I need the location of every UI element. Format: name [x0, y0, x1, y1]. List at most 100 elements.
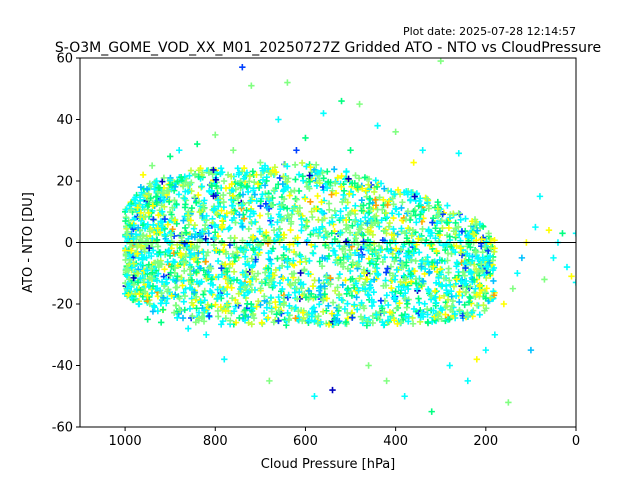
- scatter-point: [382, 209, 390, 217]
- scatter-point: [148, 252, 155, 260]
- scatter-point: [195, 167, 203, 174]
- scatter-point: [229, 260, 236, 268]
- scatter-point: [342, 238, 350, 245]
- scatter-point: [371, 213, 378, 220]
- scatter-point: [181, 213, 188, 220]
- scatter-point: [214, 211, 222, 219]
- scatter-point: [387, 263, 395, 270]
- scatter-point: [309, 213, 316, 221]
- scatter-point: [371, 188, 378, 196]
- scatter-point: [364, 291, 371, 298]
- scatter-point: [271, 164, 279, 171]
- scatter-point: [431, 287, 439, 295]
- scatter-point: [267, 201, 275, 209]
- scatter-point: [167, 232, 175, 239]
- scatter-point: [436, 228, 444, 235]
- scatter-point: [214, 257, 222, 265]
- y-tick-label: 60: [56, 52, 73, 67]
- scatter-point: [187, 217, 195, 224]
- scatter-point: [218, 264, 225, 272]
- scatter-point: [241, 253, 249, 260]
- scatter-point: [181, 240, 188, 247]
- scatter-point: [403, 188, 410, 195]
- scatter-point: [307, 198, 314, 206]
- scatter-point: [342, 204, 350, 212]
- scatter-point: [171, 183, 179, 191]
- scatter-point: [130, 196, 138, 203]
- scatter-point: [257, 285, 264, 292]
- scatter-point: [416, 215, 423, 222]
- scatter-point: [188, 204, 196, 212]
- scatter-point: [337, 214, 344, 222]
- scatter-point: [444, 296, 452, 303]
- scatter-point: [160, 174, 168, 182]
- scatter-point: [305, 287, 313, 295]
- scatter-point: [367, 245, 374, 252]
- scatter-point: [322, 242, 329, 249]
- scatter-point: [218, 271, 226, 278]
- scatter-point: [204, 301, 211, 308]
- scatter-point: [174, 314, 181, 321]
- scatter-point: [298, 159, 306, 167]
- scatter-point: [239, 168, 246, 175]
- scatter-point: [293, 147, 300, 154]
- scatter-point: [324, 168, 331, 175]
- scatter-point: [257, 198, 265, 205]
- scatter-point: [349, 314, 356, 321]
- scatter-point: [140, 276, 148, 283]
- scatter-point: [331, 166, 338, 173]
- scatter-point: [235, 290, 242, 297]
- scatter-point: [354, 184, 361, 191]
- scatter-point: [398, 260, 406, 267]
- scatter-point: [292, 251, 300, 258]
- scatter-point: [299, 317, 306, 325]
- scatter-point: [149, 247, 157, 254]
- scatter-point: [236, 314, 243, 322]
- scatter-point: [462, 215, 469, 222]
- scatter-point: [214, 286, 221, 293]
- scatter-point: [411, 193, 418, 200]
- scatter-point: [185, 325, 192, 332]
- scatter-point: [372, 202, 380, 209]
- scatter-point: [259, 191, 266, 198]
- scatter-point: [328, 191, 335, 198]
- scatter-point: [374, 122, 381, 129]
- scatter-point: [319, 209, 326, 216]
- scatter-point: [206, 188, 213, 196]
- scatter-point: [491, 245, 498, 252]
- scatter-point: [243, 169, 251, 176]
- scatter-point: [275, 317, 282, 325]
- scatter-point: [155, 212, 162, 219]
- scatter-point: [294, 208, 301, 215]
- scatter-point: [385, 247, 392, 255]
- scatter-point: [275, 293, 282, 301]
- scatter-point: [550, 254, 557, 262]
- scatter-point: [138, 189, 145, 196]
- scatter-point: [491, 331, 499, 338]
- scatter-point: [186, 284, 194, 292]
- scatter-point: [407, 196, 414, 203]
- scatter-point: [222, 250, 230, 257]
- scatter-point: [366, 195, 374, 202]
- scatter-point: [337, 256, 344, 264]
- scatter-point: [472, 248, 480, 255]
- scatter-point: [209, 281, 217, 289]
- scatter-point: [157, 218, 164, 225]
- scatter-point: [211, 229, 219, 236]
- scatter-point: [388, 210, 396, 217]
- scatter-point: [372, 177, 379, 184]
- scatter-point: [200, 267, 208, 274]
- scatter-point: [137, 213, 144, 221]
- scatter-point: [161, 215, 169, 223]
- scatter-point: [195, 191, 202, 199]
- scatter-point: [479, 267, 486, 274]
- scatter-point: [411, 206, 419, 214]
- scatter-point: [392, 254, 400, 261]
- scatter-point: [352, 172, 359, 179]
- scatter-point: [239, 223, 246, 230]
- scatter-point: [298, 221, 306, 229]
- scatter-point: [152, 181, 160, 188]
- scatter-point: [527, 346, 535, 354]
- scatter-point: [456, 288, 463, 296]
- scatter-point: [193, 293, 200, 301]
